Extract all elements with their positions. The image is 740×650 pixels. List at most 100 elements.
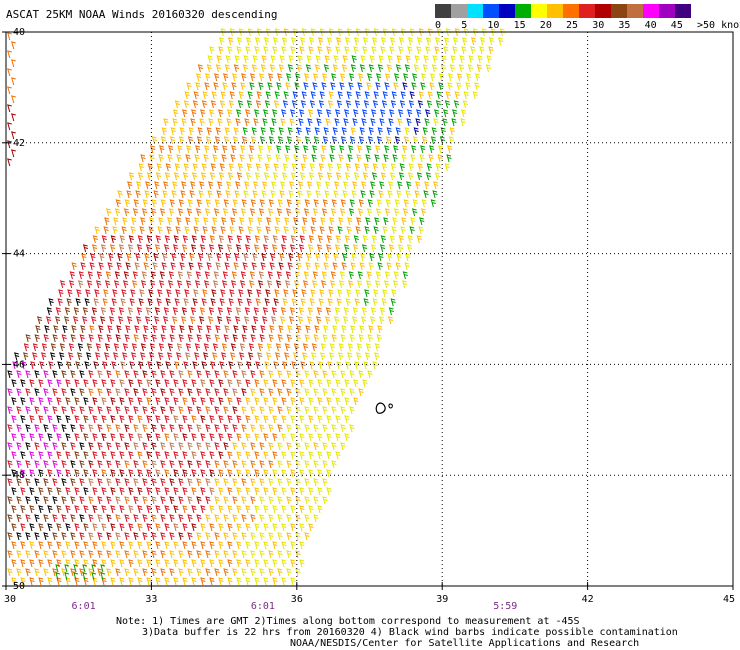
wind-barb: [119, 559, 125, 568]
wind-barb: [195, 271, 201, 280]
wind-barb: [268, 388, 274, 397]
wind-barb: [84, 361, 90, 370]
wind-barb: [286, 136, 293, 145]
wind-barb: [348, 82, 354, 91]
wind-barb: [472, 91, 478, 100]
wind-barb: [101, 379, 107, 388]
wind-barb: [197, 127, 203, 136]
wind-barb: [88, 406, 94, 415]
wind-barb: [272, 469, 278, 478]
wind-barb: [323, 64, 330, 73]
wind-barb: [224, 325, 230, 334]
wind-barb: [119, 415, 125, 424]
wind-barb: [178, 568, 184, 577]
wind-barb: [181, 316, 187, 325]
wind-barb: [151, 406, 157, 415]
wind-barb: [250, 370, 256, 379]
wind-barb: [317, 46, 323, 55]
wind-barb: [196, 136, 203, 145]
wind-barb: [38, 469, 44, 478]
wind-barb: [209, 235, 215, 244]
wind-barb: [416, 46, 422, 55]
wind-barb: [7, 406, 13, 415]
wind-barb: [83, 505, 89, 514]
wind-barb: [209, 379, 215, 388]
wind-barb: [316, 118, 322, 127]
wind-barb: [228, 163, 234, 172]
wind-barb: [241, 442, 247, 451]
wind-barb: [205, 442, 211, 451]
wind-barb: [280, 307, 286, 316]
wind-barb: [182, 505, 188, 514]
wind-barb: [25, 424, 31, 433]
wind-barb: [381, 298, 387, 307]
wind-barb: [303, 145, 309, 154]
wind-barb: [407, 37, 414, 46]
wind-barb: [407, 172, 414, 181]
wind-barb: [268, 73, 274, 82]
wind-barb: [244, 316, 250, 325]
wind-barb: [427, 91, 433, 100]
wind-barb: [114, 271, 120, 280]
wind-barb: [137, 523, 143, 532]
wind-barb: [241, 73, 247, 82]
wind-barb: [273, 163, 279, 172]
wind-barb: [326, 172, 333, 181]
wind-barb: [208, 307, 214, 316]
wind-barb: [270, 190, 276, 199]
wind-barb: [133, 199, 139, 208]
wind-barb: [259, 406, 265, 415]
wind-barb: [281, 487, 287, 496]
wind-barb: [302, 217, 308, 226]
wind-barb: [199, 307, 205, 316]
wind-barb: [142, 424, 148, 433]
wind-barb: [174, 298, 180, 307]
wind-barb: [363, 361, 369, 370]
wind-barb: [347, 352, 353, 361]
wind-barb: [352, 118, 358, 127]
wind-barb: [146, 235, 152, 244]
wind-barb: [38, 559, 44, 568]
wind-barb: [313, 496, 319, 505]
wind-barb: [190, 181, 196, 190]
wind-barb: [265, 226, 271, 235]
wind-barb: [7, 86, 12, 95]
wind-barb: [123, 208, 130, 217]
wind-barb: [321, 271, 327, 280]
wind-barb: [80, 325, 86, 334]
wind-barb: [259, 424, 265, 433]
wind-barb: [227, 541, 233, 550]
wind-barb: [34, 550, 40, 559]
wind-barb: [326, 397, 332, 406]
wind-barb: [275, 280, 282, 289]
wind-barb: [268, 532, 274, 541]
wind-barb: [223, 424, 229, 433]
wind-barb: [239, 352, 245, 361]
wind-barb: [70, 406, 76, 415]
wind-barb: [330, 82, 336, 91]
wind-barb: [388, 181, 394, 190]
wind-barb: [329, 280, 336, 289]
wind-barb: [386, 64, 393, 73]
wind-barb: [218, 469, 224, 478]
wind-barb: [176, 280, 183, 289]
wind-barb: [254, 577, 260, 586]
wind-barb: [55, 572, 61, 581]
wind-barb: [388, 316, 394, 325]
wind-barb: [391, 226, 397, 235]
wind-barb: [430, 199, 436, 208]
wind-barb: [56, 379, 62, 388]
wind-barb: [173, 559, 179, 568]
wind-barb: [119, 505, 125, 514]
wind-barb: [354, 361, 360, 370]
wind-barb: [194, 343, 201, 352]
wind-barb: [142, 334, 148, 343]
wind-barb: [268, 136, 275, 145]
wind-barb: [7, 104, 12, 113]
colorbar-swatch: [627, 4, 643, 18]
wind-barb: [116, 325, 122, 334]
wind-barb: [296, 64, 303, 73]
wind-barb: [219, 361, 225, 370]
wind-barb: [7, 478, 13, 487]
wind-barb: [429, 145, 435, 154]
